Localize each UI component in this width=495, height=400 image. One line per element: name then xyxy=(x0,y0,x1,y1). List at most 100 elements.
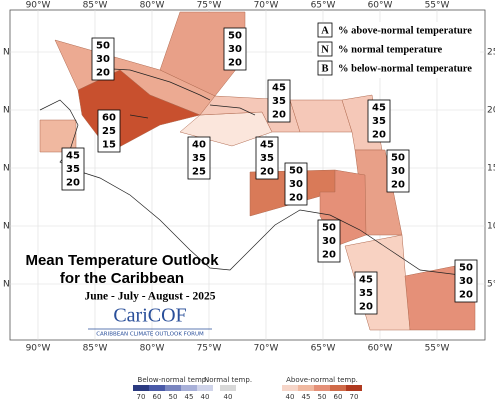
scale-swatch xyxy=(282,385,298,391)
lon-label: 60°W xyxy=(368,344,393,354)
prob-box xyxy=(454,259,478,303)
prob-value: 30 xyxy=(289,179,303,190)
legend-bg xyxy=(312,22,480,78)
prob-value: 20 xyxy=(289,193,303,204)
scale-label: 45 xyxy=(302,393,311,400)
prob-value: 20 xyxy=(391,180,405,191)
lon-label: 90°W xyxy=(26,1,51,11)
legend-text: % below-normal temperature xyxy=(338,63,472,74)
lon-label: 80°W xyxy=(140,344,165,354)
scale-label: 70 xyxy=(137,393,146,400)
legend-key-box xyxy=(317,41,333,57)
scale-swatch xyxy=(197,385,213,391)
prob-value: 20 xyxy=(228,58,242,69)
scale-label: 40 xyxy=(201,393,210,400)
scale-swatch xyxy=(165,385,181,391)
lat-label: 5° xyxy=(487,280,495,290)
scale-swatch xyxy=(298,385,314,391)
scale-label: 70 xyxy=(350,393,359,400)
scale-label: 45 xyxy=(185,393,194,400)
title-block: Mean Temperature Outlook for the Caribbe… xyxy=(25,252,219,338)
prob-value: 35 xyxy=(272,96,286,107)
scale-swatch xyxy=(330,385,346,391)
prob-box xyxy=(223,27,247,71)
lat-label: N xyxy=(3,222,10,232)
prob-box xyxy=(284,162,308,206)
legend-text: % above-normal temperature xyxy=(338,25,472,36)
prob-value: 35 xyxy=(192,153,206,164)
logo: CariCOF xyxy=(113,305,186,327)
title-line: Mean Temperature Outlook xyxy=(25,252,219,269)
lat-label: 25° xyxy=(487,48,495,58)
legend-key: A xyxy=(321,25,329,36)
scale-swatch xyxy=(181,385,197,391)
scale-swatch xyxy=(220,385,236,391)
scale-swatch xyxy=(346,385,362,391)
lon-label: 55°W xyxy=(425,344,450,354)
lon-label: 85°W xyxy=(83,344,108,354)
legend-key-box xyxy=(317,60,333,76)
prob-box xyxy=(317,219,341,263)
prob-value: 35 xyxy=(372,116,386,127)
prob-value: 60 xyxy=(102,113,116,124)
prob-box xyxy=(97,109,121,153)
prob-value: 50 xyxy=(322,223,336,234)
prob-value: 50 xyxy=(391,153,405,164)
coastline xyxy=(209,104,256,116)
lon-label: 70°W xyxy=(254,344,279,354)
lon-label: 75°W xyxy=(197,344,222,354)
prob-value: 45 xyxy=(260,140,274,151)
prob-value: 20 xyxy=(359,302,373,313)
lat-label: 10° xyxy=(487,222,495,232)
prob-value: 45 xyxy=(372,103,386,114)
scale-swatch xyxy=(314,385,330,391)
prob-value: 20 xyxy=(96,68,110,79)
prob-value: 25 xyxy=(192,167,206,178)
prob-box xyxy=(91,37,115,81)
coastlines xyxy=(39,67,461,276)
lat-label: N xyxy=(3,164,10,174)
prob-value: 50 xyxy=(289,166,303,177)
lat-label: 15° xyxy=(487,164,495,174)
coastline xyxy=(39,99,461,276)
prob-box xyxy=(61,147,85,191)
legend-key-box xyxy=(317,22,333,38)
lat-label: N xyxy=(3,280,10,290)
prob-value: 35 xyxy=(359,288,373,299)
lon-label: 85°W xyxy=(83,1,108,11)
prob-value: 30 xyxy=(391,166,405,177)
region-puerto-rico xyxy=(289,99,353,133)
logo-tagline: CARIBBEAN CLIMATE OUTLOOK FORUM xyxy=(96,332,204,338)
prob-value: 30 xyxy=(459,276,473,287)
title-line: for the Caribbean xyxy=(60,270,184,287)
scale-label: 50 xyxy=(169,393,178,400)
scale-label: 50 xyxy=(318,393,327,400)
graticule: 90°W 90°W 85°W 85°W 80°W 80°W 75°W 75°W 70°W 70°W… xyxy=(3,1,495,354)
prob-box xyxy=(187,136,211,180)
prob-value: 20 xyxy=(322,250,336,261)
coastline xyxy=(129,114,149,119)
prob-value: 20 xyxy=(260,167,274,178)
legend: A % above-normal temperature N % normal tem… xyxy=(312,22,480,78)
scale-label: 40 xyxy=(224,393,233,400)
lat-label: N xyxy=(3,48,10,58)
scale-title: Normal temp. xyxy=(204,376,252,384)
prob-value: 45 xyxy=(272,83,286,94)
scale-swatch xyxy=(149,385,165,391)
legend-key: B xyxy=(321,63,328,74)
prob-value: 30 xyxy=(96,54,110,65)
scale-title: Below-normal temp. xyxy=(138,376,209,384)
prob-value: 20 xyxy=(459,290,473,301)
lon-label: 90°W xyxy=(26,344,51,354)
prob-value: 20 xyxy=(372,130,386,141)
prob-value: 40 xyxy=(192,140,206,151)
probability-boxes: 50 30 20 50 30 20 60 25 15 45 35 20 45 35 20 40 35 25 45 35… xyxy=(61,27,478,315)
scale-label: 40 xyxy=(286,393,295,400)
lat-label: 20° xyxy=(487,106,495,116)
prob-value: 50 xyxy=(228,31,242,42)
prob-value: 45 xyxy=(359,275,373,286)
prob-value: 35 xyxy=(66,164,80,175)
lon-label: 80°W xyxy=(140,1,165,11)
scale-swatch xyxy=(133,385,149,391)
